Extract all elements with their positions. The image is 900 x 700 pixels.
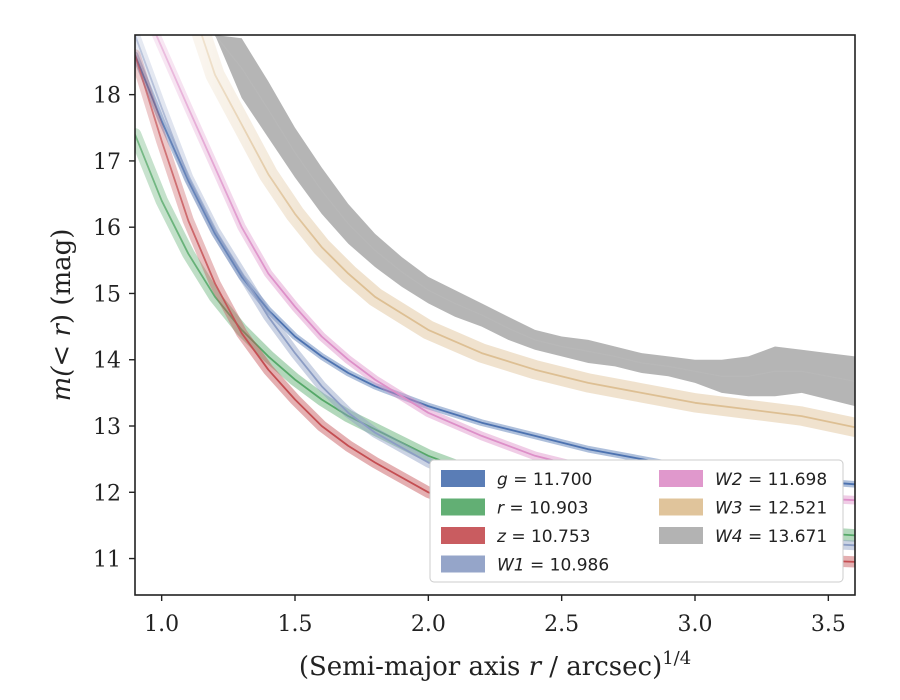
- legend-frame: [429, 459, 844, 583]
- x-tick-label: 3.0: [678, 612, 713, 637]
- y-axis-label: m(< r) (mag): [47, 229, 77, 402]
- y-tick-label: 15: [93, 282, 121, 307]
- legend-swatch: [441, 555, 485, 573]
- legend-item-r: r = 10.903: [441, 498, 589, 519]
- series-w4-band: [215, 35, 855, 407]
- x-tick-label: 1.0: [144, 612, 179, 637]
- legend-item-w2: W2 = 11.698: [659, 470, 827, 490]
- legend-swatch: [659, 498, 703, 516]
- legend-label: W1 = 10.986: [497, 556, 609, 576]
- legend-label: W4 = 13.671: [715, 527, 827, 547]
- y-tick-label: 17: [93, 150, 121, 175]
- x-tick-label: 2.0: [411, 612, 446, 637]
- series-w4-line: [214, 35, 855, 382]
- legend-label: z = 10.753: [496, 527, 590, 547]
- legend-swatch: [659, 470, 703, 487]
- legend-label: g = 11.700: [497, 470, 592, 490]
- legend-item-w4: W4 = 13.671: [659, 527, 827, 547]
- y-tick-label: 18: [93, 84, 121, 109]
- axis-ticks: 1.0 1.5 2.0 2.5 3.0 3.5 11 12 13 14 15 16 17 18: [93, 84, 846, 637]
- x-tick-label: 2.5: [544, 612, 579, 637]
- x-axis-label: (Semi-major axis r / arcsec)1/4: [299, 648, 691, 682]
- legend: g = 11.700 r = 10.903 z = 10.753 W1 = 10.98…: [429, 459, 844, 583]
- plot-frame: [134, 34, 856, 596]
- legend-swatch: [441, 470, 485, 487]
- legend-swatch: [659, 527, 703, 544]
- legend-swatch: [441, 498, 485, 516]
- series-w4: [214, 35, 855, 407]
- legend-item-w3: W3 = 12.521: [659, 498, 827, 519]
- legend-item-w1: W1 = 10.986: [441, 555, 609, 576]
- y-tick-label: 11: [93, 548, 121, 573]
- y-tick-label: 12: [93, 481, 121, 506]
- x-tick-label: 3.5: [811, 612, 846, 637]
- legend-label: W2 = 11.698: [715, 470, 827, 490]
- legend-swatch: [441, 527, 485, 544]
- series-w3-line: [200, 35, 855, 429]
- y-tick-label: 16: [93, 216, 121, 241]
- y-tick-label: 14: [93, 349, 121, 374]
- legend-label: r = 10.903: [497, 499, 589, 519]
- x-tick-label: 1.5: [278, 612, 313, 637]
- y-tick-label: 13: [93, 415, 121, 440]
- series-w3: [192, 35, 855, 437]
- legend-label: W3 = 12.521: [715, 499, 827, 519]
- legend-item-z: z = 10.753: [441, 527, 590, 547]
- legend-item-g: g = 11.700: [441, 470, 592, 490]
